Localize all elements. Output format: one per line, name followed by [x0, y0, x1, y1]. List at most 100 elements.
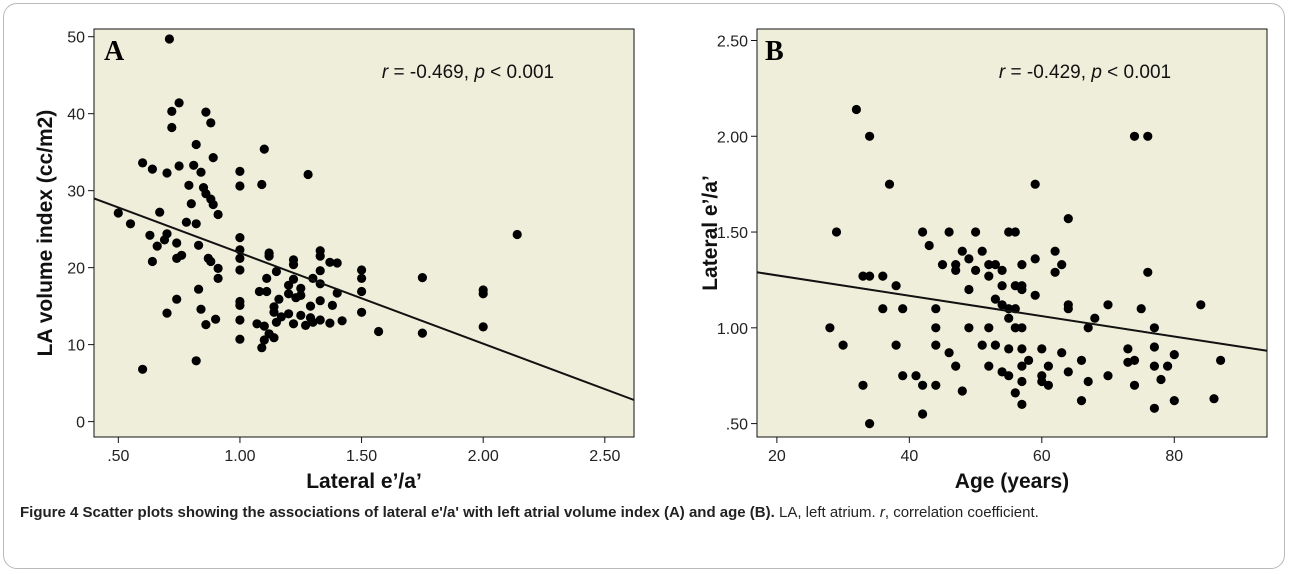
- data-point: [288, 260, 299, 270]
- data-point: [194, 284, 204, 294]
- data-point: [1129, 131, 1140, 141]
- data-point: [1169, 396, 1179, 406]
- data-point: [152, 241, 162, 251]
- data-point: [964, 284, 974, 295]
- data-point: [858, 380, 868, 390]
- data-point: [262, 273, 272, 283]
- data-point: [951, 265, 961, 275]
- data-point: [858, 271, 868, 281]
- data-point: [147, 256, 157, 267]
- y-tick-label: 1.00: [717, 321, 748, 338]
- data-point: [838, 340, 848, 350]
- data-point: [1057, 260, 1067, 270]
- data-point: [162, 308, 172, 318]
- data-point: [924, 240, 934, 251]
- data-point: [1163, 361, 1173, 371]
- data-point: [931, 323, 941, 333]
- data-point: [1004, 313, 1014, 323]
- data-point: [971, 265, 981, 275]
- data-point: [269, 307, 279, 317]
- data-point: [113, 208, 123, 218]
- caption-title: Scatter plots showing the associations o…: [78, 504, 775, 521]
- y-tick-label: 2.50: [717, 33, 748, 50]
- data-point: [138, 364, 148, 374]
- data-point: [1030, 290, 1040, 300]
- y-tick-label: 20: [67, 261, 85, 278]
- data-point: [235, 300, 245, 310]
- data-point: [898, 371, 908, 381]
- data-point: [167, 106, 177, 116]
- data-point: [357, 286, 367, 297]
- data-point: [971, 227, 981, 237]
- data-point: [284, 289, 294, 299]
- data-point: [865, 271, 875, 281]
- panel-b: B r = -0.429, p < 0.001 20 40 60 80 .50 1.00…: [699, 28, 1268, 493]
- data-point: [951, 361, 961, 371]
- data-point: [262, 286, 272, 297]
- data-point: [1017, 284, 1027, 295]
- data-point: [1063, 214, 1073, 224]
- series-points-b: [825, 104, 1226, 429]
- data-point: [1004, 227, 1014, 237]
- data-point: [235, 315, 245, 325]
- data-point: [191, 219, 201, 229]
- data-point: [918, 409, 928, 419]
- x-tick-label: 80: [1165, 448, 1183, 465]
- data-point: [1209, 394, 1219, 404]
- x-tick-label: 1.00: [224, 448, 255, 465]
- data-point: [284, 309, 294, 319]
- y-tick-label: 0: [76, 415, 85, 432]
- data-point: [174, 98, 184, 108]
- data-point: [147, 164, 157, 174]
- data-point: [931, 340, 941, 350]
- data-point: [1030, 254, 1040, 264]
- data-point: [235, 181, 245, 191]
- data-point: [257, 179, 267, 190]
- caption-figure-label: Figure 4: [20, 504, 79, 521]
- data-point: [196, 304, 206, 314]
- data-point: [1004, 371, 1014, 381]
- data-point: [284, 280, 294, 290]
- data-point: [288, 274, 299, 284]
- data-point: [213, 209, 223, 220]
- data-point: [891, 340, 901, 350]
- data-point: [984, 361, 994, 371]
- data-point: [1083, 376, 1093, 387]
- x-tick-label: 2.00: [468, 448, 499, 465]
- series-points-a: [113, 34, 522, 374]
- data-point: [937, 260, 948, 270]
- data-point: [1030, 179, 1040, 189]
- data-point: [254, 286, 264, 297]
- data-point: [208, 153, 218, 163]
- data-point: [201, 320, 211, 330]
- figure-caption: Figure 4 Scatter plots showing the assoc…: [20, 502, 1260, 523]
- data-point: [374, 326, 384, 337]
- data-point: [162, 168, 172, 178]
- data-point: [1063, 367, 1073, 377]
- data-point: [315, 266, 325, 276]
- data-point: [296, 283, 306, 293]
- data-point: [1149, 361, 1159, 371]
- y-axis-ticks-b: .50 1.00 1.50 2.00 2.50: [717, 33, 757, 434]
- data-point: [184, 180, 194, 190]
- data-point: [891, 281, 901, 291]
- data-point: [478, 289, 488, 299]
- data-point: [977, 340, 987, 350]
- data-point: [303, 169, 313, 180]
- data-point: [191, 139, 201, 150]
- data-point: [201, 107, 211, 117]
- data-point: [259, 321, 269, 331]
- data-point: [206, 256, 216, 267]
- data-point: [208, 199, 218, 210]
- data-point: [357, 307, 367, 317]
- data-point: [957, 386, 967, 396]
- data-point: [305, 301, 316, 311]
- data-point: [997, 281, 1007, 291]
- y-tick-label: .50: [726, 417, 748, 434]
- data-point: [1169, 350, 1179, 360]
- data-point: [271, 266, 281, 277]
- data-point: [1216, 355, 1226, 365]
- data-point: [984, 260, 994, 270]
- data-point: [1017, 361, 1027, 371]
- data-point: [417, 328, 427, 338]
